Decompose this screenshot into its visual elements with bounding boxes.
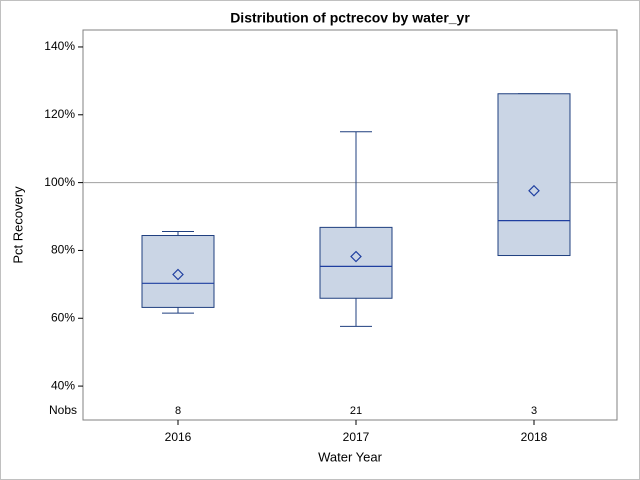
y-tick-label: 60% [51, 310, 75, 324]
plot-frame [82, 29, 618, 421]
nobs-value: 21 [350, 405, 362, 417]
y-tick-label: 140% [44, 39, 75, 53]
x-tick-label: 2018 [521, 430, 548, 444]
x-axis-label: Water Year [318, 449, 383, 464]
mean-marker [528, 184, 540, 197]
x-tick-label: 2017 [343, 430, 370, 444]
box [319, 226, 393, 299]
y-tick-label: 80% [51, 243, 75, 257]
box [141, 235, 215, 308]
y-axis-label: Pct Recovery [10, 186, 25, 264]
chart-title: Distribution of pctrecov by water_yr [230, 10, 470, 26]
nobs-value: 8 [175, 405, 181, 417]
mean-marker [172, 268, 184, 281]
nobs-value: 3 [531, 405, 537, 417]
y-tick-label: 100% [44, 175, 75, 189]
y-tick-label: 40% [51, 378, 75, 392]
nobs-label: Nobs [49, 403, 77, 417]
mean-marker [350, 250, 362, 263]
box [497, 93, 571, 257]
y-tick-label: 120% [44, 107, 75, 121]
x-tick-label: 2016 [165, 430, 192, 444]
